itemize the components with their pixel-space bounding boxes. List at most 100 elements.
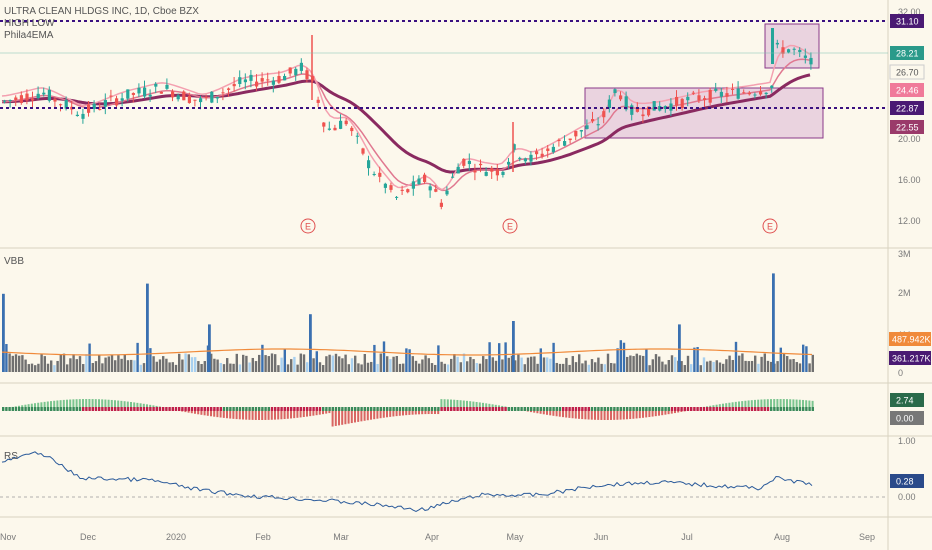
squeeze-bar xyxy=(418,409,420,415)
candle xyxy=(210,91,214,103)
candle xyxy=(294,68,298,76)
squeeze-bar xyxy=(805,400,808,410)
squeeze-bar xyxy=(446,399,449,410)
squeeze-bar xyxy=(53,400,56,410)
volume-bar xyxy=(242,354,245,372)
squeeze-bar xyxy=(363,409,366,421)
volume-bar xyxy=(766,360,770,372)
squeeze-dot xyxy=(491,407,494,411)
volume-bar xyxy=(763,353,766,372)
candle xyxy=(647,106,651,116)
squeeze-dot xyxy=(5,407,8,411)
squeeze-dot xyxy=(453,407,456,411)
squeeze-dot xyxy=(728,407,731,411)
candle xyxy=(680,98,684,109)
candle xyxy=(199,98,203,103)
volume-bar xyxy=(709,360,712,372)
volume-bar xyxy=(363,354,366,372)
squeeze-dot xyxy=(779,407,782,411)
volume-bar xyxy=(296,364,299,372)
volume-bar xyxy=(488,342,491,372)
squeeze-dot xyxy=(606,407,610,411)
volume-bar xyxy=(338,356,341,372)
squeeze-bar xyxy=(120,400,123,410)
squeeze-dot xyxy=(66,407,69,411)
squeeze-bar xyxy=(725,403,728,410)
volume-bar xyxy=(341,358,344,372)
squeeze-bar xyxy=(82,399,84,410)
candle xyxy=(411,181,415,189)
volume-bar xyxy=(318,362,322,372)
squeeze-dot xyxy=(248,407,251,411)
squeeze-dot xyxy=(139,407,142,411)
squeeze-dot xyxy=(142,407,146,411)
volume-bar xyxy=(392,356,395,372)
squeeze-dot xyxy=(98,407,101,411)
volume-bar xyxy=(744,360,747,372)
volume-bar xyxy=(88,343,91,372)
volume-tick-label: 0 xyxy=(898,368,903,378)
squeeze-dot xyxy=(690,407,693,411)
volume-bar xyxy=(466,361,469,372)
volume-bar xyxy=(450,358,453,372)
volume-bar xyxy=(562,363,565,372)
candle xyxy=(344,120,348,125)
squeeze-bar xyxy=(667,409,670,415)
candle xyxy=(165,84,169,89)
squeeze-dot xyxy=(69,407,72,411)
squeeze-dot xyxy=(152,407,155,411)
squeeze-dot xyxy=(53,407,56,411)
candle xyxy=(232,83,236,87)
volume-bar xyxy=(187,354,190,372)
volume-bar xyxy=(578,354,581,372)
volume-bar xyxy=(325,356,328,372)
volume-bar xyxy=(306,362,309,372)
volume-bar xyxy=(366,362,370,372)
squeeze-bar xyxy=(206,409,209,416)
squeeze-bar xyxy=(770,399,772,410)
squeeze-dot xyxy=(200,407,203,411)
squeeze-dot xyxy=(267,407,270,411)
squeeze-dot xyxy=(322,407,325,411)
squeeze-dot xyxy=(402,407,405,411)
squeeze-bar xyxy=(754,399,756,410)
squeeze-bar xyxy=(94,399,97,410)
volume-bar xyxy=(811,354,814,372)
squeeze-dot xyxy=(709,407,712,411)
price-tag-bg xyxy=(890,46,924,60)
squeeze-bar xyxy=(600,409,603,420)
volume-bar xyxy=(568,364,571,372)
candle xyxy=(451,176,455,178)
candle xyxy=(299,62,303,71)
squeeze-bar xyxy=(552,409,555,416)
squeeze-bar xyxy=(248,409,251,420)
candle xyxy=(669,103,673,111)
volume-bar xyxy=(66,364,69,372)
squeeze-dot xyxy=(392,407,395,411)
volume-bar xyxy=(494,360,498,372)
squeeze-dot xyxy=(533,407,536,411)
squeeze-dot xyxy=(30,407,34,411)
candle xyxy=(92,103,96,110)
price-tag: 22.87 xyxy=(896,104,919,114)
candle xyxy=(339,120,343,129)
squeeze-dot xyxy=(347,407,350,411)
volume-bar xyxy=(606,353,610,372)
squeeze-bar xyxy=(648,409,651,418)
candle xyxy=(221,92,225,94)
squeeze-bar xyxy=(389,409,392,417)
squeeze-dot xyxy=(648,407,651,411)
squeeze-dot xyxy=(155,407,158,411)
squeeze-bar xyxy=(443,399,446,410)
squeeze-bar xyxy=(558,409,561,417)
volume-bar xyxy=(667,360,670,372)
squeeze-bar xyxy=(50,401,52,410)
volume-bar xyxy=(475,363,478,372)
volume-bar xyxy=(552,342,555,372)
squeeze-bar xyxy=(658,409,660,416)
squeeze-bar xyxy=(811,400,814,410)
squeeze-bar xyxy=(130,401,132,410)
volume-bar xyxy=(776,361,779,372)
squeeze-dot xyxy=(526,407,530,411)
